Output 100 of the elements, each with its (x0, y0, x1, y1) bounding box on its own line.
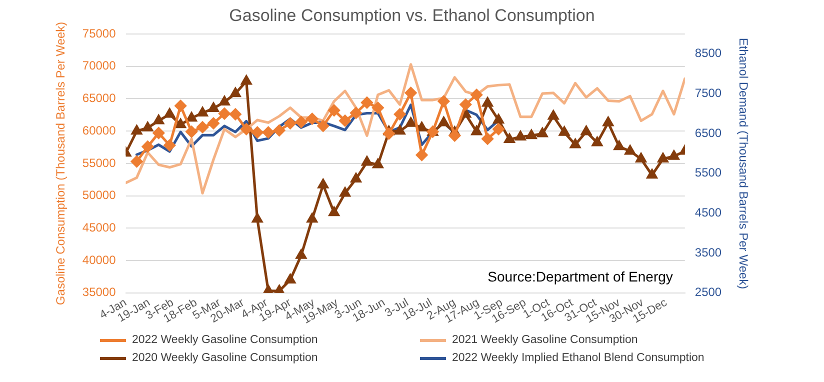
point (448, 130, 460, 142)
point (383, 128, 395, 140)
point (273, 124, 286, 136)
point (340, 187, 350, 197)
point (526, 130, 537, 140)
point (230, 88, 241, 98)
point (668, 150, 680, 160)
point (470, 89, 482, 101)
point (295, 116, 307, 128)
point (241, 75, 252, 85)
point (581, 126, 592, 136)
point (186, 126, 198, 138)
point (614, 140, 624, 150)
point (296, 250, 306, 259)
point (152, 127, 164, 139)
point (438, 116, 449, 126)
point (274, 285, 284, 293)
point (471, 126, 482, 136)
point (492, 123, 504, 135)
point (372, 158, 384, 168)
y2-tick-label: 6500 (694, 126, 722, 140)
y-tick-label: 60000 (82, 123, 116, 138)
point (592, 136, 602, 146)
point (174, 100, 186, 112)
point (164, 140, 176, 152)
point (416, 149, 428, 161)
point (219, 96, 230, 106)
point (285, 274, 296, 284)
point (504, 134, 515, 144)
point (460, 98, 472, 110)
y2-tick-label: 4500 (694, 206, 722, 220)
point (339, 114, 351, 127)
point (394, 125, 406, 135)
point (175, 118, 186, 128)
y-tick-label: 40000 (82, 252, 116, 267)
point (318, 178, 328, 188)
y-tick-label: 45000 (82, 220, 116, 234)
y2-tick-label: 5500 (694, 166, 722, 180)
y2-tick-label: 2500 (694, 285, 722, 300)
point (208, 102, 219, 112)
point (240, 123, 252, 135)
legend-label: 2022 Weekly Implied Ethanol Blend Consumption (452, 352, 704, 364)
y-tick-label: 75000 (82, 26, 116, 40)
point (262, 126, 274, 138)
point (624, 145, 636, 155)
point (306, 213, 318, 223)
point (537, 128, 548, 138)
point (350, 107, 362, 119)
point (230, 108, 242, 120)
point (394, 108, 406, 120)
point (196, 121, 208, 133)
point (252, 213, 263, 223)
point (328, 206, 340, 216)
y-tick-label: 55000 (82, 156, 116, 170)
y2-tick-label: 7500 (694, 86, 722, 100)
point (361, 96, 373, 108)
point (132, 125, 142, 135)
point (406, 118, 416, 127)
point (636, 153, 646, 162)
point (130, 156, 143, 168)
point (263, 285, 274, 293)
point (372, 102, 384, 114)
chart-title: Gasoline Consumption vs. Ethanol Consumption (229, 6, 595, 25)
point (153, 114, 164, 124)
point (142, 140, 154, 152)
point (405, 87, 417, 99)
point (284, 118, 296, 130)
point (602, 116, 614, 126)
point (306, 112, 318, 125)
legend-label: 2022 Weekly Gasoline Consumption (132, 334, 318, 346)
legend-label: 2021 Weekly Gasoline Consumption (452, 334, 638, 346)
y2-axis-title: Ethanol Demand (Thousand Barrels Per Week) (736, 38, 750, 290)
y-tick-label: 35000 (82, 285, 116, 300)
point (328, 104, 340, 116)
y-axis-title: Gasoline Consumption (Thousand Barrels Per Week) (54, 22, 68, 306)
y-tick-label: 70000 (82, 58, 116, 73)
point (317, 120, 329, 132)
annotation: Source:Department of Energy (488, 268, 673, 285)
point (438, 96, 450, 108)
y2-tick-label: 3500 (694, 245, 722, 260)
point (197, 107, 208, 117)
point (493, 114, 504, 124)
point (658, 153, 668, 162)
y-tick-label: 65000 (82, 91, 116, 106)
y2-tick-label: 8500 (694, 46, 722, 60)
point (252, 126, 264, 138)
point (570, 138, 580, 148)
point (142, 122, 153, 132)
point (515, 131, 526, 140)
point (350, 173, 362, 183)
point (164, 108, 175, 118)
legend-label: 2020 Weekly Gasoline Consumption (132, 352, 318, 364)
point (186, 112, 197, 122)
point (482, 97, 493, 107)
point (208, 118, 220, 130)
point (548, 110, 559, 120)
point (482, 133, 494, 145)
point (218, 108, 230, 120)
y-tick-label: 50000 (82, 188, 116, 202)
point (416, 122, 427, 132)
